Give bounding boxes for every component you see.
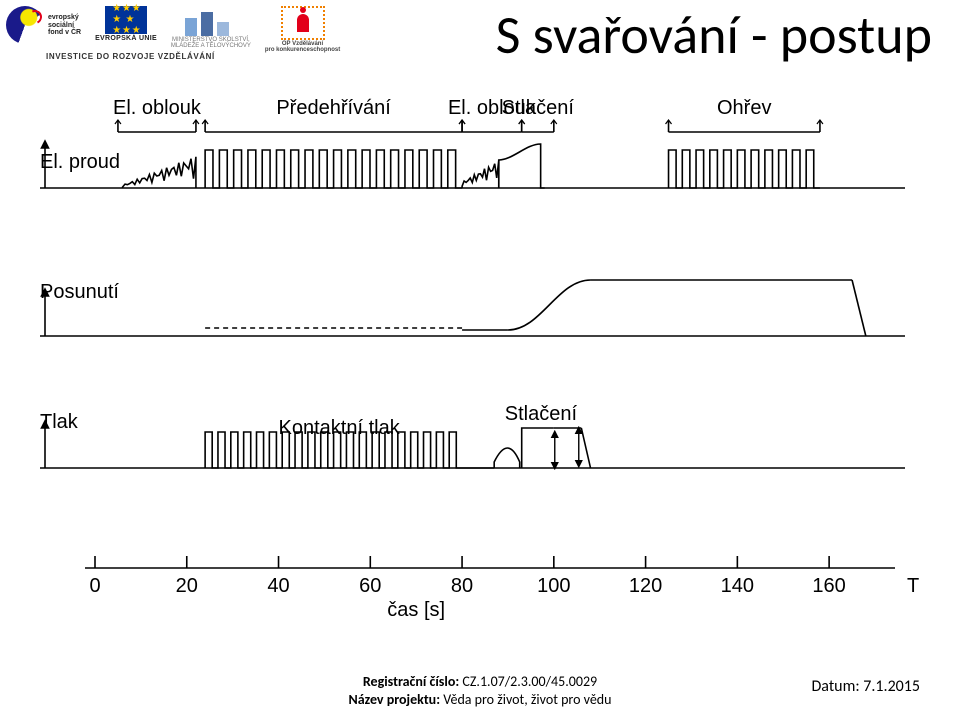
svg-text:T: T: [907, 575, 919, 597]
date-value: 7.1.2015: [863, 677, 920, 696]
svg-text:čas [s]: čas [s]: [387, 599, 445, 621]
svg-text:80: 80: [451, 575, 473, 597]
svg-text:El. proud: El. proud: [40, 151, 120, 173]
svg-text:Posunutí: Posunutí: [40, 281, 119, 303]
esf-icon: [6, 6, 44, 44]
opvk-caption: OP Vzdělávánípro konkurenceschopnost: [265, 41, 340, 54]
eu-logo: ★ ★ ★★ ★★ ★ ★ EVROPSKÁ UNIE: [95, 6, 157, 42]
svg-text:Stlačení: Stlačení: [502, 97, 575, 119]
footer-center: Registrační číslo: CZ.1.07/2.3.00/45.002…: [349, 673, 612, 708]
page-title: S svařování - postup: [496, 2, 932, 68]
svg-text:Stlačení: Stlačení: [505, 403, 578, 425]
eu-caption: EVROPSKÁ UNIE: [95, 35, 157, 42]
eu-flag-icon: ★ ★ ★★ ★★ ★ ★: [105, 6, 147, 34]
invest-line: INVESTICE DO ROZVOJE VZDĚLÁVÁNÍ: [46, 52, 215, 61]
opvk-icon: [281, 6, 325, 40]
svg-text:100: 100: [537, 575, 570, 597]
svg-text:Kontaktní tlak: Kontaktní tlak: [279, 417, 401, 439]
svg-text:140: 140: [721, 575, 754, 597]
date-label: Datum:: [811, 677, 859, 696]
msmt-caption: MINISTERSTVO ŠKOLSTVÍ,MLÁDEŽE A TĚLOVÝCH…: [171, 37, 251, 50]
svg-text:60: 60: [359, 575, 381, 597]
svg-text:Tlak: Tlak: [40, 411, 79, 433]
svg-text:40: 40: [267, 575, 289, 597]
opvk-logo: OP Vzdělávánípro konkurenceschopnost: [265, 6, 340, 54]
proj-label: Název projektu:: [349, 691, 441, 708]
svg-text:Ohřev: Ohřev: [717, 97, 771, 119]
footer: Registrační číslo: CZ.1.07/2.3.00/45.002…: [0, 673, 960, 708]
logo-strip: evropskýsociálnífond v ČR ★ ★ ★★ ★★ ★ ★ …: [6, 6, 340, 54]
reg-label: Registrační číslo:: [363, 673, 459, 690]
timing-diagram: El. obloukPředehříváníEl. obloukStlačení…: [40, 88, 920, 638]
svg-text:El. oblouk: El. oblouk: [113, 97, 202, 119]
msmt-icon: [181, 6, 241, 36]
svg-text:0: 0: [89, 575, 100, 597]
msmt-logo: MINISTERSTVO ŠKOLSTVÍ,MLÁDEŽE A TĚLOVÝCH…: [171, 6, 251, 50]
svg-text:120: 120: [629, 575, 662, 597]
proj-value: Věda pro život, život pro vědu: [443, 691, 611, 708]
svg-text:Předehřívání: Předehřívání: [276, 97, 391, 119]
diagram-svg: El. obloukPředehříváníEl. obloukStlačení…: [40, 88, 920, 638]
svg-text:20: 20: [176, 575, 198, 597]
footer-date: Datum: 7.1.2015: [811, 677, 920, 696]
esf-logo: evropskýsociálnífond v ČR: [6, 6, 81, 44]
esf-caption: evropskýsociálnífond v ČR: [48, 14, 81, 36]
reg-value: CZ.1.07/2.3.00/45.0029: [462, 673, 597, 690]
svg-text:160: 160: [812, 575, 845, 597]
